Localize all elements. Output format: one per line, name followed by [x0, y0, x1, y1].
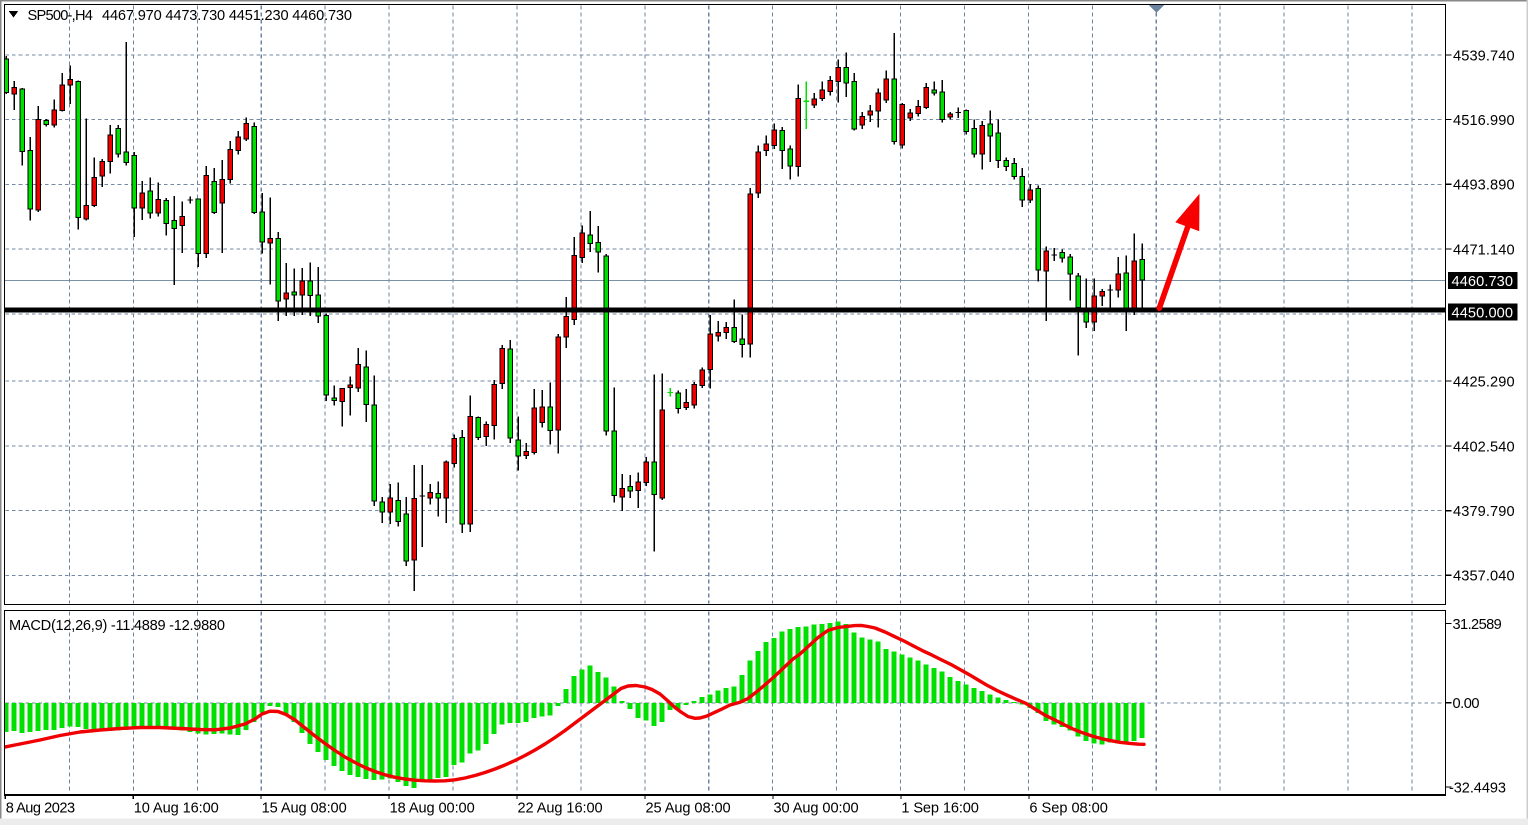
- svg-text:1 Sep 16:00: 1 Sep 16:00: [901, 801, 979, 817]
- svg-text:4539.740: 4539.740: [1453, 48, 1515, 64]
- svg-text:4357.040: 4357.040: [1453, 569, 1515, 585]
- svg-text:SP500-,H4: SP500-,H4: [28, 8, 93, 24]
- svg-text:4493.890: 4493.890: [1453, 178, 1515, 194]
- svg-text:-32.4493: -32.4493: [1449, 780, 1506, 796]
- svg-text:4467.970 4473.730 4451.230 446: 4467.970 4473.730 4451.230 4460.730: [102, 8, 352, 24]
- svg-text:30 Aug 00:00: 30 Aug 00:00: [774, 801, 859, 817]
- svg-text:18 Aug 00:00: 18 Aug 00:00: [390, 801, 475, 817]
- svg-text:15 Aug 08:00: 15 Aug 08:00: [262, 801, 347, 817]
- svg-text:6 Sep 08:00: 6 Sep 08:00: [1029, 801, 1108, 817]
- svg-text:MACD(12,26,9) -11.4889 -12.988: MACD(12,26,9) -11.4889 -12.9880: [9, 618, 225, 634]
- svg-text:4471.140: 4471.140: [1453, 242, 1515, 258]
- svg-text:4516.990: 4516.990: [1453, 113, 1515, 129]
- svg-text:22 Aug 16:00: 22 Aug 16:00: [518, 801, 603, 817]
- svg-text:4450.000: 4450.000: [1452, 305, 1514, 321]
- svg-text:4402.540: 4402.540: [1453, 439, 1515, 455]
- svg-text:31.2589: 31.2589: [1453, 617, 1502, 633]
- svg-text:10 Aug 16:00: 10 Aug 16:00: [134, 801, 219, 817]
- svg-text:4379.790: 4379.790: [1453, 504, 1515, 520]
- svg-text:25 Aug 08:00: 25 Aug 08:00: [646, 801, 731, 817]
- svg-text:8 Aug 2023: 8 Aug 2023: [6, 801, 75, 817]
- svg-text:0.00: 0.00: [1453, 696, 1480, 712]
- svg-text:4460.730: 4460.730: [1452, 274, 1514, 290]
- svg-text:4425.290: 4425.290: [1453, 374, 1515, 390]
